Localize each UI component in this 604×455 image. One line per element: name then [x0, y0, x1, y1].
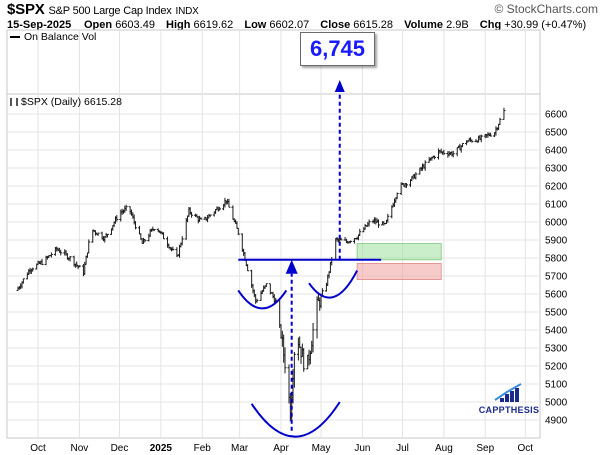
ohlc-bars-icon: [10, 98, 18, 107]
x-tick-label: Feb: [194, 443, 212, 454]
watermark-logo-bar: [515, 388, 519, 402]
watermark-logo-bar: [500, 398, 504, 402]
y-tick-label: 6200: [545, 182, 568, 193]
volume-value: 2.9B: [446, 19, 469, 31]
right-shoulder-arc: [308, 270, 358, 299]
x-tick-label: Mar: [231, 443, 249, 454]
price-legend: $SPX (Daily) 6615.28: [10, 96, 122, 108]
symbol: $SPX: [7, 1, 45, 18]
plot-frame: [6, 29, 541, 439]
y-tick-label: 6400: [545, 146, 568, 157]
y-tick-label: 5100: [545, 380, 568, 391]
y-tick-label: 6300: [545, 164, 568, 175]
close-value: 6615.28: [353, 19, 394, 31]
y-tick-label: 5900: [545, 236, 568, 247]
quote-date: 15-Sep-2025: [7, 19, 72, 31]
chart-title: $SPX S&P 500 Large Cap Index INDX: [7, 1, 199, 18]
x-tick-label: Dec: [111, 443, 129, 454]
y-tick-label: 5300: [545, 344, 568, 355]
obv-legend-text: On Balance Vol: [24, 31, 97, 43]
x-tick-label: Oct: [30, 443, 46, 454]
index-name: S&P 500 Large Cap Index: [48, 5, 172, 17]
x-tick-label: Sep: [476, 443, 494, 454]
stop-zone-red: [356, 262, 442, 280]
x-tick-label: Aug: [435, 443, 453, 454]
volume-label: Volume: [404, 19, 444, 31]
chg-label: Chg: [479, 19, 502, 31]
y-tick-label: 5000: [545, 398, 568, 409]
open-value: 6603.49: [115, 19, 155, 31]
y-tick-label: 5400: [545, 326, 568, 337]
y-tick-label: 5700: [545, 272, 568, 283]
left-shoulder-arc: [237, 289, 288, 310]
watermark-text: CAPPTHESIS: [479, 405, 540, 415]
obv-line-icon: [10, 36, 20, 39]
y-tick-label: 6600: [545, 110, 568, 121]
y-tick-label: 5200: [545, 362, 568, 373]
head-arc: [250, 401, 341, 438]
x-tick-label: Apr: [273, 443, 289, 454]
chart-header: $SPX S&P 500 Large Cap Index INDX 15-Sep…: [0, 0, 604, 34]
y-tick-label: 5500: [545, 308, 568, 319]
obv-legend: On Balance Vol: [10, 31, 96, 43]
watermark-logo-bar: [510, 391, 514, 402]
target-arrow-head: [334, 80, 345, 92]
price-legend-text: $SPX (Daily) 6615.28: [21, 96, 122, 108]
x-tick-label: May: [312, 443, 331, 454]
high-value: 6619.62: [193, 19, 234, 31]
x-tick-label: Jun: [354, 443, 370, 454]
y-tick-label: 5600: [545, 290, 568, 301]
support-zone-green: [356, 243, 442, 261]
y-tick-label: 5800: [545, 254, 568, 265]
depth-arrow-head: [285, 259, 298, 274]
high-label: High: [166, 19, 191, 31]
watermark-logo-arrow: [494, 383, 522, 401]
low-value: 6602.07: [269, 19, 310, 31]
x-tick-label: 2025: [150, 443, 173, 454]
watermark-logo-bar: [505, 394, 509, 402]
quote-stats: Open 6603.49 High 6619.62 Low 6602.07 Cl…: [84, 19, 594, 31]
x-tick-label: Jul: [396, 443, 409, 454]
brand-credit[interactable]: © StockCharts.com: [494, 2, 598, 16]
target-label: 6,745: [300, 32, 375, 66]
x-tick-label: Oct: [518, 443, 534, 454]
chg-value: +30.99 (+0.47%): [504, 19, 587, 31]
open-label: Open: [84, 19, 113, 31]
low-label: Low: [244, 19, 267, 31]
x-tick-label: Nov: [71, 443, 89, 454]
y-tick-label: 6000: [545, 218, 568, 229]
y-tick-label: 6500: [545, 128, 568, 139]
y-tick-label: 4900: [545, 416, 568, 427]
close-label: Close: [320, 19, 351, 31]
exchange: INDX: [175, 6, 199, 17]
y-tick-label: 6100: [545, 200, 568, 211]
